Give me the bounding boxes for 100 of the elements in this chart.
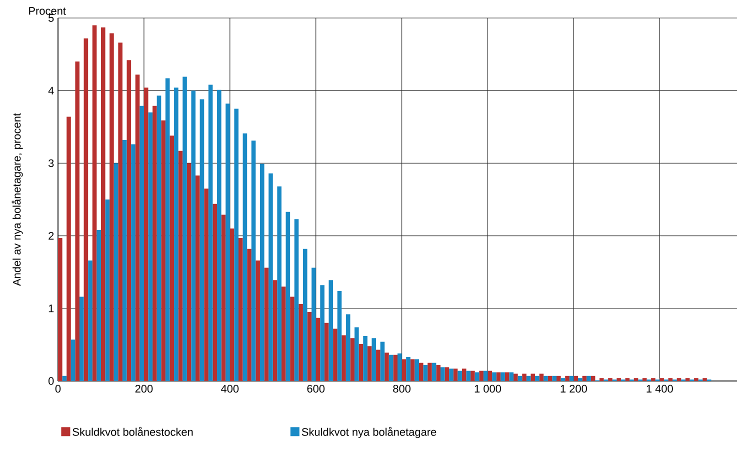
bar [161,120,166,381]
bar [126,60,132,381]
bar [208,84,213,381]
bar [118,42,122,381]
bar [535,376,540,381]
bar [372,338,376,381]
bar [565,376,570,381]
bar [247,248,252,381]
bar [428,362,432,381]
bar [182,76,187,381]
x-tick-label: 600 [307,384,325,393]
bar [402,359,406,381]
bar [552,376,557,381]
bar [388,354,394,381]
bar [616,378,621,381]
bar [350,338,355,381]
bar [380,342,385,381]
bar [264,268,269,381]
bar [268,173,273,381]
bar [544,376,548,381]
bar [260,164,264,381]
bar [212,204,218,381]
x-tick-label: 1 400 [646,384,673,393]
bar [156,96,162,381]
bar [694,378,698,381]
bar [470,370,475,381]
y-tick-label: 1 [48,304,54,312]
bar [135,74,140,381]
bar [418,362,424,381]
bar [384,352,389,381]
bar [668,378,673,381]
bar [230,228,234,381]
bar [281,286,286,381]
bar [342,335,346,381]
bar [96,230,101,381]
legend-label: Skuldkvot bolånestocken [72,426,193,436]
bar [376,350,380,381]
bar [333,328,338,381]
bar [346,314,350,381]
bar [178,150,183,381]
bar [200,99,204,381]
bar [462,368,466,381]
bar [312,268,316,381]
bar [191,90,196,381]
bar [522,374,526,381]
bar [423,365,428,381]
bar [625,378,630,381]
bar [302,248,308,381]
bar [324,322,329,381]
bar [66,116,71,381]
y-tick-label: 2 [48,232,54,240]
bar [298,304,303,381]
bar [676,378,682,381]
bar [148,112,153,381]
bar [685,378,690,381]
bar [363,336,368,381]
bar [272,280,278,381]
bar [144,88,148,381]
bar [702,378,707,381]
bar [316,318,320,381]
bar [642,378,647,381]
legend-label: Skuldkvot nya bolånetagare [302,426,436,438]
bar [88,260,92,381]
bar [488,370,492,381]
bar [328,280,334,381]
bar [458,370,462,381]
bar [277,186,282,381]
bar [242,133,248,381]
bar [406,357,410,381]
x-tick-label: 1 000 [474,384,502,393]
bar [578,378,582,381]
y-tick-label: 4 [48,86,54,94]
bar [186,163,192,381]
bar [449,368,454,381]
bar [548,376,552,381]
bar [217,90,222,381]
bar [337,290,342,381]
bar [131,144,136,381]
bar [474,372,480,381]
bar [453,368,458,381]
bar [221,214,226,381]
bar [251,140,256,381]
bar [414,359,419,381]
bar [504,372,510,381]
bar [256,260,260,381]
bar [70,340,76,381]
x-tick-label: 400 [221,384,239,393]
bar [398,353,402,381]
bar [105,199,110,381]
bar [599,378,604,381]
bar [492,372,496,381]
bar [140,106,144,381]
bar [170,136,174,381]
bar [110,33,114,381]
bar [367,346,372,381]
bar [358,344,364,381]
text: Procent [29,7,66,15]
bar [393,354,398,381]
y-axis-title: Andel av nya bolånetagare, procent [12,113,23,286]
bar [290,296,294,381]
